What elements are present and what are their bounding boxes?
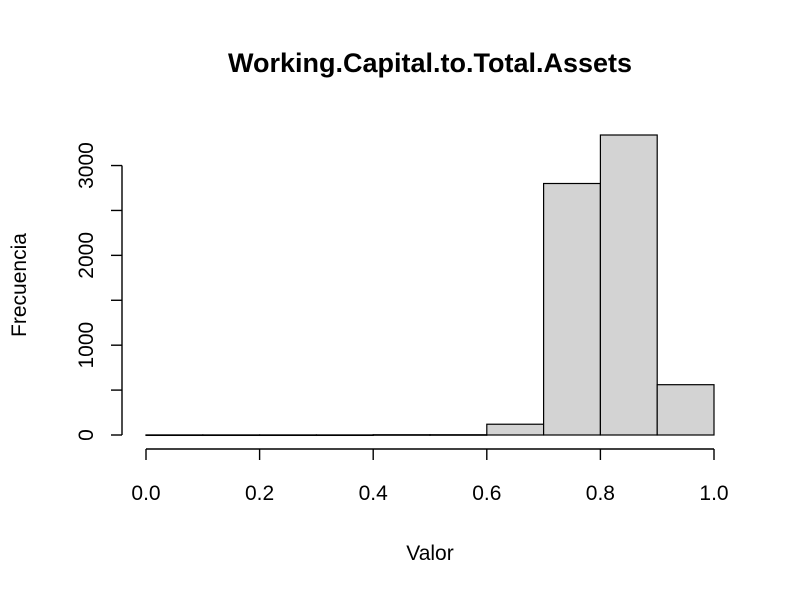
y-tick-label: 1000 [75,322,98,369]
x-tick-label: 0.8 [586,482,615,505]
histogram-bar-1 [202,434,261,437]
x-tick-label: 0.0 [131,482,160,505]
y-tick-label: 0 [75,429,98,441]
y-tick-label: 3000 [75,142,98,189]
y-axis-label: Frecuencia [8,233,31,337]
x-axis: 0.0 0.2 0.4 0.6 0.8 1.0 [131,448,729,505]
histogram-bar-9 [656,384,715,436]
histogram-bar-8 [599,134,658,436]
y-tick-label: 2000 [75,232,98,279]
histogram-bar-2 [259,434,318,437]
bars-group [145,134,715,437]
x-axis-label: Valor [406,542,453,565]
histogram-bar-4 [372,434,431,436]
chart-title: Working.Capital.to.Total.Assets [228,48,632,78]
x-tick-label: 0.2 [245,482,274,505]
x-tick-label: 0.4 [359,482,389,505]
histogram-bar-6 [486,423,545,436]
histogram-bar-5 [429,434,488,436]
histogram-bar-7 [542,182,601,436]
histogram-bar-3 [315,434,374,437]
histogram-bar-0 [145,434,204,437]
y-axis: 0 1000 2000 3000 [75,142,123,441]
x-tick-label: 0.6 [472,482,501,505]
x-tick-label: 1.0 [699,482,728,505]
